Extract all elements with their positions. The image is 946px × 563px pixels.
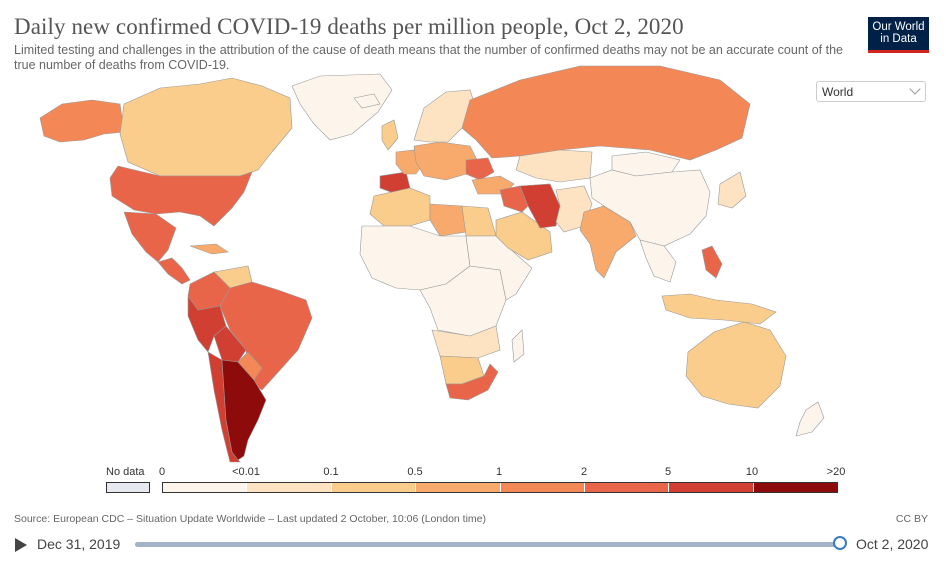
chart-title: Daily new confirmed COVID-19 deaths per … [14,14,684,39]
region-greenland[interactable] [291,73,393,141]
legend-bin-0[interactable] [163,483,248,492]
legend-tick-6: 5 [664,466,672,478]
region-canada[interactable] [119,77,293,177]
region-central-africa[interactable] [419,265,507,337]
timeline-handle[interactable] [833,536,847,550]
region-select-value: World [822,85,854,99]
region-central-america[interactable] [157,257,191,285]
region-japan[interactable] [717,171,747,209]
logo-line-2: in Data [880,33,917,45]
legend-bin-4[interactable] [500,483,585,492]
legend-tick-8: >20 [826,466,846,478]
region-select[interactable]: World [816,81,926,102]
region-egypt[interactable] [461,205,497,237]
legend-bin-6[interactable] [669,483,754,492]
legend-tick-2: 0.1 [323,466,339,478]
legend-tick-3: 0.5 [407,466,423,478]
region-australia[interactable] [685,321,787,409]
timeline-start-date[interactable]: Dec 31, 2019 [37,536,121,552]
timeline-track-fill [135,542,840,547]
source-note[interactable]: Source: European CDC – Situation Update … [14,513,487,525]
region-iran[interactable] [519,183,561,229]
legend-bin-3[interactable] [416,483,501,492]
legend-no-data-swatch[interactable] [106,482,150,493]
legend-tick-1: <0.01 [232,466,260,478]
legend-bin-1[interactable] [247,483,332,492]
region-alaska[interactable] [39,99,125,143]
region-usa[interactable] [109,165,253,227]
region-kazakhstan[interactable] [515,149,593,183]
legend-bin-7[interactable] [753,483,837,492]
region-iraq-syria[interactable] [499,185,529,213]
region-north-africa-west[interactable] [369,187,431,227]
legend-bin-5[interactable] [584,483,670,492]
region-indonesia[interactable] [661,293,777,325]
timeline-end-date[interactable]: Oct 2, 2020 [856,536,929,552]
legend-tick-5: 2 [580,466,588,478]
region-new-zealand[interactable] [795,401,825,437]
region-libya[interactable] [429,203,467,237]
license-link[interactable]: CC BY [895,513,928,525]
legend-no-data-label: No data [106,466,145,478]
legend-color-scale [162,482,838,493]
region-brazil[interactable] [219,281,313,391]
legend-tick-4: 1 [495,466,503,478]
chart-subtitle: Limited testing and challenges in the at… [14,43,843,72]
logo-line-1: Our World [872,21,925,33]
legend-tick-7: 10 [745,466,759,478]
region-argentina[interactable] [221,359,267,461]
region-romania[interactable] [465,157,495,181]
region-uk[interactable] [381,119,399,151]
timeline: Dec 31, 2019 Oct 2, 2020 [0,530,946,560]
region-southeast-asia[interactable] [639,239,677,283]
region-mexico[interactable] [123,211,177,263]
legend-bin-2[interactable] [331,483,417,492]
play-icon[interactable] [15,538,27,552]
legend-tick-0: 0 [158,466,166,478]
region-russia[interactable] [461,65,751,161]
region-madagascar[interactable] [511,329,525,363]
region-cuba[interactable] [189,243,229,255]
region-south-africa[interactable] [445,363,499,401]
region-iceland[interactable] [353,93,381,109]
region-philippines[interactable] [701,245,723,279]
region-china[interactable] [589,169,711,247]
owid-logo[interactable]: Our World in Data [868,17,929,53]
region-bolivia[interactable] [213,325,247,363]
